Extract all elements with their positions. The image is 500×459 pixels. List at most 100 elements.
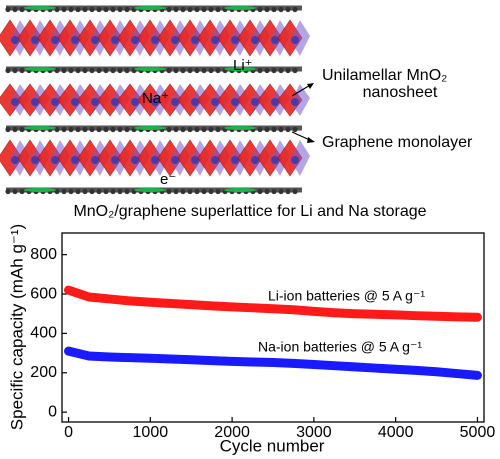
carbon-atom	[82, 6, 88, 13]
carbon-atom	[194, 6, 200, 13]
carbon-atom	[215, 6, 221, 13]
mn-atom	[31, 36, 39, 44]
carbon-atom	[89, 67, 95, 74]
mno6-octahedron	[290, 140, 310, 176]
carbon-atom	[264, 67, 270, 74]
carbon-atom	[19, 6, 25, 13]
graphene-shade	[134, 188, 166, 192]
carbon-atom	[194, 67, 200, 74]
y-tick-label: 600	[30, 285, 57, 302]
carbon-atom	[187, 6, 193, 13]
mn-atom	[291, 156, 299, 164]
mn-atom	[11, 98, 19, 106]
carbon-atom	[82, 67, 88, 74]
x-tick-label: 1000	[133, 424, 169, 441]
carbon-atom	[82, 188, 88, 195]
graphene-shade	[134, 67, 166, 71]
caption: MnO₂/graphene superlattice for Li and Na…	[73, 203, 426, 220]
carbon-atom	[103, 67, 109, 74]
carbon-atom	[5, 67, 11, 74]
carbon-atom	[75, 126, 81, 133]
mn-atom	[231, 156, 239, 164]
mn-atom	[251, 98, 259, 106]
carbon-atom	[285, 126, 291, 133]
carbon-atom	[103, 126, 109, 133]
carbon-atom	[68, 188, 74, 195]
carbon-atom	[12, 6, 18, 13]
carbon-atom	[110, 67, 116, 74]
carbon-atom	[96, 126, 102, 133]
mn-atom	[11, 156, 19, 164]
carbon-atom	[19, 67, 25, 74]
x-tick-label: 5000	[460, 424, 496, 441]
arrow-head	[307, 137, 315, 143]
mn-atom	[31, 156, 39, 164]
mn-atom	[211, 36, 219, 44]
graphene-shade	[24, 126, 56, 130]
carbon-atom	[96, 188, 102, 195]
carbon-atom	[166, 188, 172, 195]
carbon-atom	[117, 6, 123, 13]
carbon-atom	[278, 188, 284, 195]
carbon-atom	[166, 67, 172, 74]
x-tick-label: 0	[64, 424, 73, 441]
carbon-atom	[61, 126, 67, 133]
mn-atom	[111, 156, 119, 164]
carbon-atom	[257, 6, 263, 13]
mn-atom	[111, 36, 119, 44]
x-tick-label: 2000	[214, 424, 250, 441]
x-tick-label: 3000	[296, 424, 332, 441]
mn-atom	[151, 156, 159, 164]
carbon-atom	[173, 126, 179, 133]
mn-atom	[191, 98, 199, 106]
carbon-atom	[201, 6, 207, 13]
carbon-atom	[187, 126, 193, 133]
carbon-atom	[173, 6, 179, 13]
carbon-atom	[264, 6, 270, 13]
mn-atom	[271, 156, 279, 164]
mn-atom	[11, 36, 19, 44]
graphene-shade	[24, 67, 56, 71]
carbon-atom	[110, 188, 116, 195]
mn-atom	[211, 156, 219, 164]
carbon-atom	[103, 188, 109, 195]
arrow-head	[307, 83, 314, 89]
carbon-atom	[180, 6, 186, 13]
carbon-atom	[187, 188, 193, 195]
carbon-atom	[68, 126, 74, 133]
y-tick-label: 800	[30, 246, 57, 263]
carbon-atom	[208, 6, 214, 13]
mn-atom	[51, 36, 59, 44]
graphene-shade	[224, 67, 256, 71]
data-line	[64, 346, 482, 380]
carbon-atom	[201, 67, 207, 74]
mn-atom	[71, 98, 79, 106]
superlattice-diagram	[0, 5, 310, 195]
mn-atom	[31, 98, 39, 106]
carbon-atom	[89, 188, 95, 195]
mn-atom	[131, 36, 139, 44]
carbon-atom	[75, 67, 81, 74]
callout-text: nanosheet	[363, 84, 438, 101]
mn-atom	[271, 98, 279, 106]
carbon-atom	[285, 188, 291, 195]
carbon-atom	[292, 188, 298, 195]
carbon-atom	[75, 6, 81, 13]
carbon-atom	[75, 188, 81, 195]
mn-atom	[151, 36, 159, 44]
graphene-shade	[224, 126, 256, 130]
graphene-shade	[224, 188, 256, 192]
carbon-atom	[257, 188, 263, 195]
carbon-atom	[271, 67, 277, 74]
carbon-atom	[61, 188, 67, 195]
carbon-atom	[19, 126, 25, 133]
carbon-atom	[124, 126, 130, 133]
carbon-atom	[61, 6, 67, 13]
carbon-atom	[257, 126, 263, 133]
carbon-atom	[173, 67, 179, 74]
mn-atom	[251, 36, 259, 44]
carbon-atom	[96, 6, 102, 13]
plot-frame	[61, 232, 485, 423]
mn-atom	[251, 156, 259, 164]
carbon-atom	[68, 6, 74, 13]
